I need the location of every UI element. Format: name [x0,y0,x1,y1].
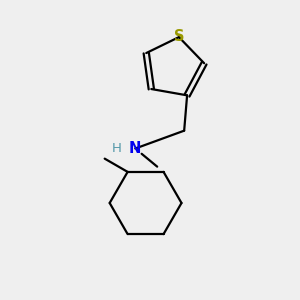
Text: S: S [174,29,184,44]
Text: N: N [129,141,142,156]
Text: H: H [112,142,122,155]
